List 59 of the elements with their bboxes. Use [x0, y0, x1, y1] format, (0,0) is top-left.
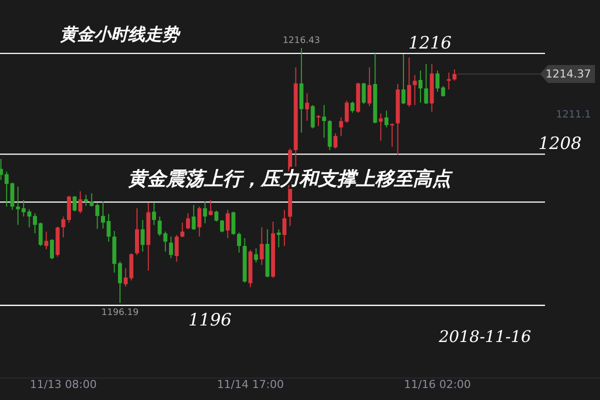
candlestick	[322, 104, 326, 138]
candlestick	[260, 226, 264, 266]
candlestick	[316, 114, 320, 127]
candlestick	[152, 202, 156, 226]
y-tick-label: 1214.37	[546, 67, 591, 80]
candlestick	[124, 268, 128, 288]
annotation: 1196.19	[101, 308, 139, 318]
candlestick	[72, 195, 77, 212]
candlestick	[310, 104, 315, 129]
candlestick	[412, 74, 417, 106]
candlestick	[424, 64, 428, 105]
text: 黄金小时线走势	[60, 25, 181, 45]
candlestick	[237, 232, 242, 254]
candlestick	[163, 231, 168, 252]
candlestick	[367, 66, 372, 107]
annotation: 1216.43	[282, 36, 320, 46]
candlestick	[390, 122, 394, 148]
candlestick	[401, 54, 406, 105]
candlestick	[231, 211, 236, 236]
candlestick	[197, 206, 202, 238]
candlestick	[186, 212, 190, 230]
candlestick	[378, 112, 383, 142]
candlestick	[180, 222, 184, 238]
ref-line-label: 1196	[188, 310, 232, 330]
ref-line-label: 1208	[538, 134, 582, 154]
candlestick	[208, 199, 213, 216]
candlestick	[384, 110, 388, 128]
candlestick	[135, 208, 140, 256]
candlestick	[158, 216, 162, 236]
candlestick	[254, 248, 258, 264]
candlestick	[418, 70, 422, 104]
candlestick	[203, 201, 208, 224]
candlestick	[350, 101, 354, 114]
candlestick	[333, 132, 338, 149]
candlestick	[226, 209, 230, 239]
candlestick	[220, 219, 224, 233]
candlestick	[10, 182, 14, 210]
candlestick	[44, 231, 48, 250]
x-tick-label: 11/13 08:00	[30, 378, 97, 391]
candlestick	[344, 100, 349, 124]
ref-line-label: 1216	[408, 33, 452, 54]
candlestick	[407, 56, 412, 108]
candlestick	[362, 82, 366, 105]
candlestick	[169, 236, 174, 259]
candlestick	[50, 238, 54, 260]
x-tick-label: 11/16 02:00	[404, 378, 471, 391]
candlestick	[214, 210, 218, 222]
y-tick-label: 1211.1	[556, 110, 591, 121]
candlestick	[174, 234, 179, 262]
annotation: 2018-11-16	[438, 327, 532, 346]
candlestick	[192, 204, 196, 230]
x-tick-label: 11/14 17:00	[216, 378, 284, 391]
candlestick	[282, 209, 286, 246]
candlestick	[305, 92, 310, 122]
candlestick	[78, 190, 82, 214]
candlestick	[276, 228, 281, 248]
candlestick	[140, 219, 145, 252]
candlestick	[95, 202, 100, 230]
candlestick	[339, 116, 344, 137]
